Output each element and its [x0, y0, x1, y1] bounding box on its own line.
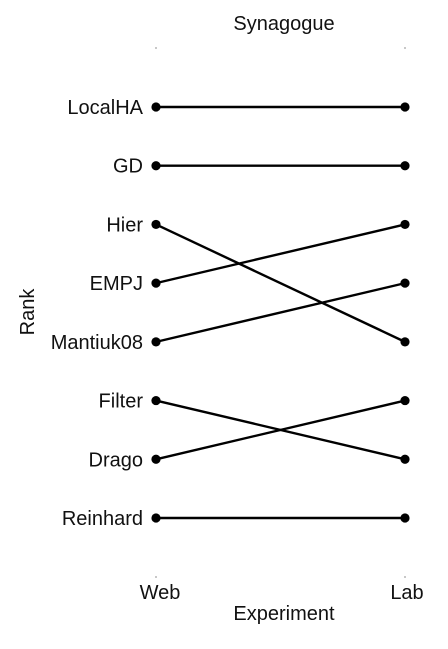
point-empj-lab	[400, 219, 410, 230]
point-hier-lab	[400, 337, 410, 347]
point-filter-lab	[400, 454, 410, 464]
slope-line-drago	[155, 399, 406, 461]
point-gd-web	[151, 161, 161, 171]
rank-label-mantiuk08: Mantiuk08	[51, 332, 143, 354]
rank-label-reinhard: Reinhard	[62, 508, 143, 530]
tick-marks	[155, 47, 406, 578]
point-reinhard-web	[151, 513, 161, 523]
point-empj-web	[151, 278, 161, 288]
point-drago-lab	[400, 395, 410, 406]
slope-line-empj	[155, 223, 406, 285]
slope-lines	[155, 105, 406, 520]
point-mantiuk08-web	[151, 337, 161, 347]
point-filter-web	[151, 395, 161, 406]
rank-label-drago: Drago	[89, 449, 143, 471]
rank-labels: LocalHA GD Hier EMPJ Mantiuk08 Filter Drago Rei…	[51, 97, 144, 530]
data-points	[151, 102, 410, 523]
point-gd-lab	[400, 161, 410, 171]
point-drago-web	[151, 454, 161, 464]
point-localha-lab	[400, 102, 410, 112]
rank-label-filter: Filter	[99, 391, 144, 413]
x-axis-label: Experiment	[233, 603, 335, 625]
rank-label-empj: EMPJ	[90, 273, 143, 295]
point-hier-web	[151, 219, 161, 230]
slope-line-mantiuk08	[155, 281, 406, 344]
slope-line-hier	[155, 223, 406, 343]
x-tick-labels: Web Lab	[140, 582, 424, 604]
x-tick-label-web: Web	[140, 582, 181, 604]
point-localha-web	[151, 102, 161, 112]
chart-title: Synagogue	[233, 13, 334, 35]
rank-label-localha: LocalHA	[67, 97, 143, 119]
y-axis-label: Rank	[17, 288, 39, 336]
point-mantiuk08-lab	[400, 278, 410, 288]
rank-label-gd: GD	[113, 156, 143, 178]
rank-label-hier: Hier	[106, 214, 143, 236]
point-reinhard-lab	[400, 513, 410, 523]
x-tick-label-lab: Lab	[390, 582, 423, 604]
